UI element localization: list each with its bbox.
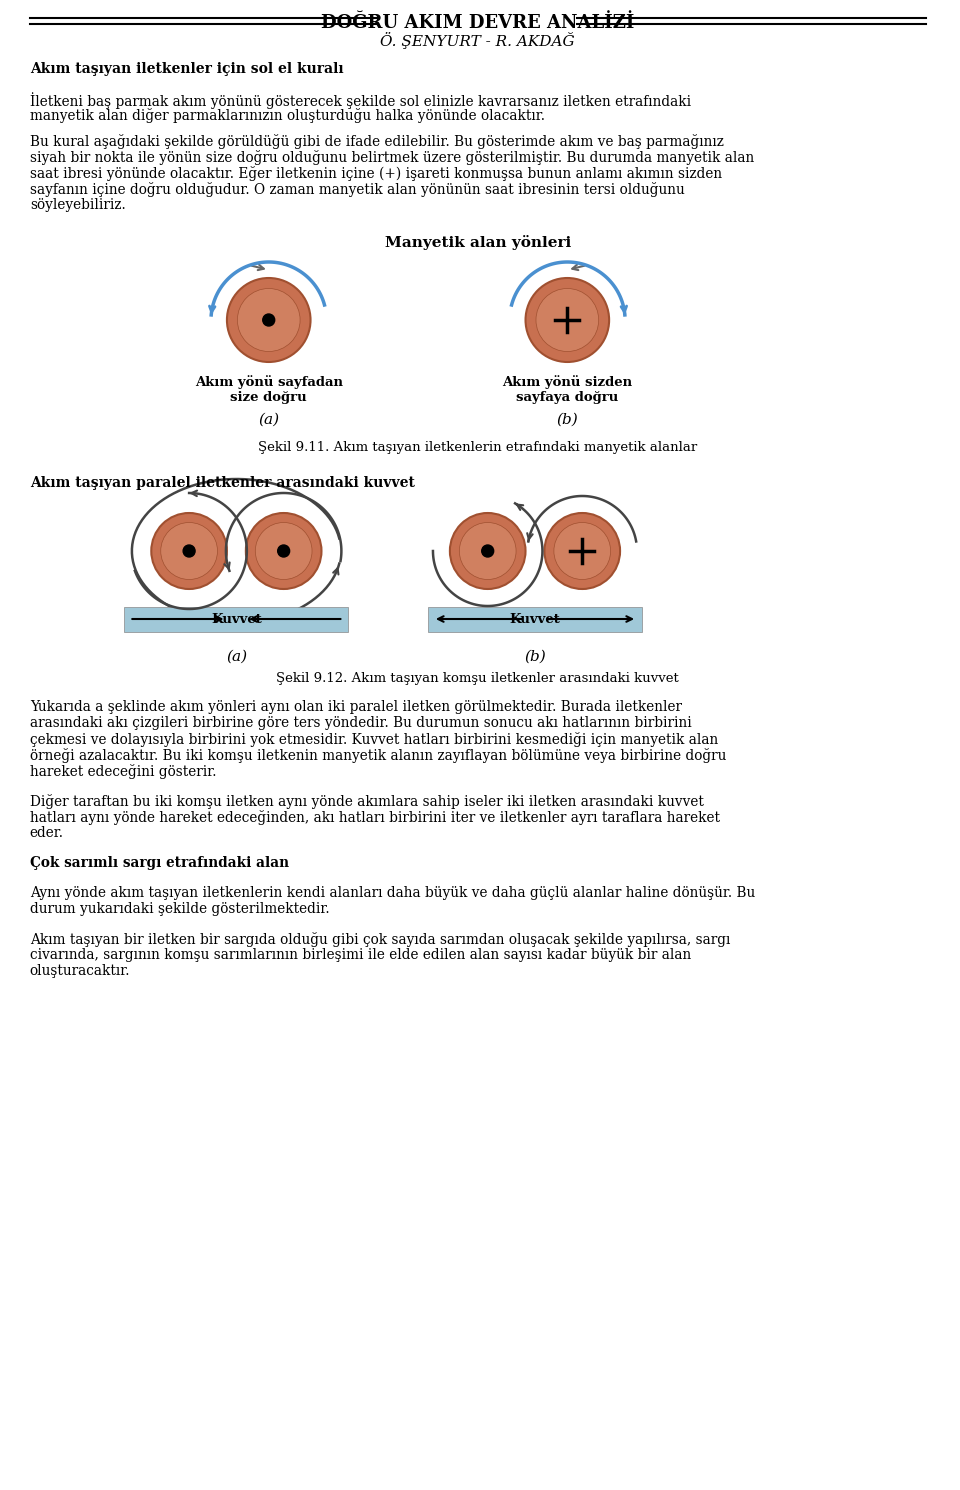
Text: DOĞRU AKIM DEVRE ANALİZİ: DOĞRU AKIM DEVRE ANALİZİ	[321, 13, 635, 31]
Text: Çok sarımlı sargı etrafındaki alan: Çok sarımlı sargı etrafındaki alan	[30, 855, 289, 870]
Text: (b): (b)	[557, 413, 578, 428]
Circle shape	[246, 513, 322, 589]
Text: Akım yönü sizden
sayfaya doğru: Akım yönü sizden sayfaya doğru	[502, 375, 633, 404]
Text: siyah bir nokta ile yönün size doğru olduğunu belirtmek üzere gösterilmiştir. Bu: siyah bir nokta ile yönün size doğru old…	[30, 150, 755, 165]
Text: çekmesi ve dolayısıyla birbirini yok etmesidir. Kuvvet hatları birbirini kesmedi: çekmesi ve dolayısıyla birbirini yok etm…	[30, 732, 718, 746]
Circle shape	[536, 289, 599, 352]
Text: eder.: eder.	[30, 825, 64, 839]
Circle shape	[450, 513, 525, 589]
Circle shape	[459, 523, 516, 580]
Text: manyetik alan diğer parmaklarınızın oluşturduğu halka yönünde olacaktır.: manyetik alan diğer parmaklarınızın oluş…	[30, 107, 545, 124]
Text: Kuvvet: Kuvvet	[510, 612, 561, 626]
Text: (a): (a)	[258, 413, 279, 428]
Circle shape	[237, 289, 300, 352]
Text: durum yukarıdaki şekilde gösterilmektedir.: durum yukarıdaki şekilde gösterilmektedi…	[30, 901, 329, 915]
Text: Akım taşıyan paralel iletkenler arasındaki kuvvet: Akım taşıyan paralel iletkenler arasında…	[30, 475, 415, 490]
Text: sayfanın içine doğru olduğudur. O zaman manyetik alan yönünün saat ibresinin ter: sayfanın içine doğru olduğudur. O zaman …	[30, 182, 684, 197]
Text: Yukarıda a şeklinde akım yönleri aynı olan iki paralel iletken görülmektedir. Bu: Yukarıda a şeklinde akım yönleri aynı ol…	[30, 699, 682, 714]
Text: (a): (a)	[226, 650, 247, 663]
Text: arasındaki akı çizgileri birbirine göre ters yöndedir. Bu durumun sonucu akı hat: arasındaki akı çizgileri birbirine göre …	[30, 715, 691, 730]
Text: Akım yönü sayfadan
size doğru: Akım yönü sayfadan size doğru	[195, 375, 343, 404]
Text: (b): (b)	[524, 650, 546, 663]
Text: Diğer taraftan bu iki komşu iletken aynı yönde akımlara sahip iseler iki iletken: Diğer taraftan bu iki komşu iletken aynı…	[30, 794, 704, 809]
FancyBboxPatch shape	[428, 606, 642, 632]
Text: söyleyebiliriz.: söyleyebiliriz.	[30, 198, 126, 212]
Text: Şekil 9.12. Akım taşıyan komşu iletkenler arasındaki kuvvet: Şekil 9.12. Akım taşıyan komşu iletkenle…	[276, 672, 679, 684]
Text: Kuvvet: Kuvvet	[211, 612, 262, 626]
Circle shape	[152, 513, 227, 589]
Circle shape	[544, 513, 620, 589]
Text: Aynı yönde akım taşıyan iletkenlerin kendi alanları daha büyük ve daha güçlü ala: Aynı yönde akım taşıyan iletkenlerin ken…	[30, 885, 756, 900]
Circle shape	[183, 545, 195, 557]
Text: örneği azalacaktır. Bu iki komşu iletkenin manyetik alanın zayıflayan bölümüne v: örneği azalacaktır. Bu iki komşu iletken…	[30, 748, 726, 763]
Text: civarında, sargının komşu sarımlarının birleşimi ile elde edilen alan sayısı kad: civarında, sargının komşu sarımlarının b…	[30, 948, 691, 961]
Circle shape	[525, 279, 610, 362]
Circle shape	[160, 523, 218, 580]
Text: Şekil 9.11. Akım taşıyan iletkenlerin etrafındaki manyetik alanlar: Şekil 9.11. Akım taşıyan iletkenlerin et…	[258, 441, 697, 454]
Circle shape	[277, 545, 290, 557]
Text: İletkeni baş parmak akım yönünü gösterecek şekilde sol elinizle kavrarsanız ilet: İletkeni baş parmak akım yönünü gösterec…	[30, 92, 691, 109]
Text: Manyetik alan yönleri: Manyetik alan yönleri	[385, 235, 571, 250]
FancyBboxPatch shape	[125, 606, 348, 632]
Circle shape	[554, 523, 611, 580]
Text: hareket edeceğini gösterir.: hareket edeceğini gösterir.	[30, 763, 216, 778]
Text: Akım taşıyan iletkenler için sol el kuralı: Akım taşıyan iletkenler için sol el kura…	[30, 63, 344, 76]
Text: Akım taşıyan bir iletken bir sargıda olduğu gibi çok sayıda sarımdan oluşacak şe: Akım taşıyan bir iletken bir sargıda old…	[30, 931, 731, 946]
Text: Bu kural aşağıdaki şekilde görüldüğü gibi de ifade edilebilir. Bu gösterimde akı: Bu kural aşağıdaki şekilde görüldüğü gib…	[30, 134, 724, 149]
Text: Ö. ŞENYURT - R. AKDAĞ: Ö. ŞENYURT - R. AKDAĞ	[380, 31, 575, 49]
Circle shape	[227, 279, 310, 362]
Circle shape	[255, 523, 312, 580]
Circle shape	[263, 314, 275, 326]
Text: oluşturacaktır.: oluşturacaktır.	[30, 964, 131, 977]
Text: hatları aynı yönde hareket edeceğinden, akı hatları birbirini iter ve iletkenler: hatları aynı yönde hareket edeceğinden, …	[30, 809, 720, 824]
Circle shape	[482, 545, 493, 557]
Text: saat ibresi yönünde olacaktır. Eğer iletkenin içine (+) işareti konmuşsa bunun a: saat ibresi yönünde olacaktır. Eğer ilet…	[30, 165, 722, 180]
